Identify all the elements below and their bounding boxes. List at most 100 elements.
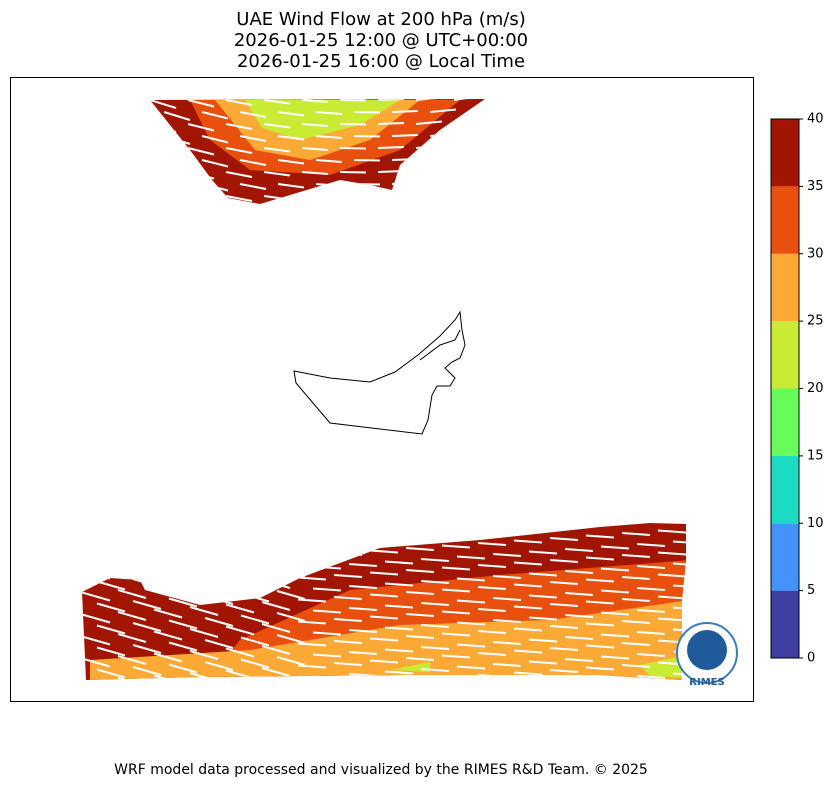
colorbar-tick-label: 30 xyxy=(807,246,824,261)
wind-arrow xyxy=(636,565,666,569)
wind-arrow xyxy=(513,605,543,610)
wind-arrow xyxy=(201,135,229,144)
wind-arrow xyxy=(315,159,343,163)
wind-arrow xyxy=(339,99,367,102)
title-line: 2026-01-25 12:00 @ UTC+00:00 xyxy=(234,30,528,51)
wind-arrow xyxy=(201,111,229,120)
wind-arrow xyxy=(240,658,270,669)
wind-arrow xyxy=(348,585,378,589)
wind-arrow xyxy=(369,637,399,642)
wind-arrow xyxy=(549,647,579,651)
wind-arrow xyxy=(225,195,253,202)
wind-arrow xyxy=(585,578,615,583)
wind-arrow xyxy=(277,183,305,189)
wind-arrow xyxy=(513,627,543,632)
wind-arrow xyxy=(82,657,111,668)
wind-arrow xyxy=(528,550,558,555)
wind-arrow xyxy=(657,551,686,556)
wind-arrow xyxy=(297,576,327,581)
wind-arrow xyxy=(261,645,291,655)
wind-arrow xyxy=(600,589,630,594)
wind-arrow xyxy=(187,123,215,132)
wind-arrow xyxy=(621,554,651,558)
uae-outline xyxy=(293,310,466,435)
wind-arrow xyxy=(163,111,191,121)
wind-arrow xyxy=(263,123,291,129)
wind-arrow xyxy=(585,556,615,561)
wind-arrow xyxy=(657,595,686,600)
wind-arrow xyxy=(276,634,306,644)
wind-arrow xyxy=(263,171,291,177)
wind-arrow xyxy=(492,553,522,557)
wind-arrow xyxy=(277,701,305,709)
wind-arrow xyxy=(621,532,651,536)
wind-arrow xyxy=(564,636,594,640)
wind-arrow xyxy=(585,666,615,671)
wind-arrow xyxy=(405,591,435,595)
wind-arrow xyxy=(168,641,198,652)
wind-arrow xyxy=(276,656,306,666)
wind-arrow xyxy=(153,630,183,641)
wind-arrow xyxy=(657,529,686,534)
wind-arrow xyxy=(301,171,329,175)
colorbar: 0 5 10 15 20 25 30 35 40 xyxy=(770,112,824,666)
wind-arrow xyxy=(348,651,378,655)
wind-arrow xyxy=(263,99,291,105)
colorbar-tick-label: 10 xyxy=(807,516,824,531)
wind-arrow xyxy=(420,580,450,584)
wind-arrow xyxy=(150,99,177,109)
wind-arrow xyxy=(441,632,471,637)
wind-arrow xyxy=(492,663,522,667)
wind-arrow xyxy=(187,147,215,156)
wind-arrow xyxy=(201,159,229,168)
wind-arrow xyxy=(636,587,666,591)
wind-arrow xyxy=(621,620,651,624)
wind-arrow xyxy=(549,559,579,563)
wind-arrow xyxy=(415,120,443,125)
wind-arrow xyxy=(132,644,162,654)
wind-arrow xyxy=(564,548,594,552)
wind-arrow xyxy=(636,675,666,679)
wind-arrow xyxy=(672,540,686,545)
wind-arrow xyxy=(239,111,267,118)
wind-arrow xyxy=(672,628,686,633)
wind-arrow xyxy=(369,571,399,576)
wind-arrow xyxy=(492,575,522,579)
wind-arrow xyxy=(204,661,234,671)
wind-arrow xyxy=(301,123,329,127)
colorbar-segment xyxy=(771,119,799,187)
wind-arrow xyxy=(456,643,486,648)
wind-arrow xyxy=(240,636,270,647)
wind-arrow xyxy=(277,135,305,141)
wind-arrow xyxy=(312,631,342,636)
wind-arrow xyxy=(297,642,327,647)
wind-arrow xyxy=(672,562,686,567)
wind-arrow xyxy=(189,606,219,616)
wind-arrow xyxy=(657,573,686,578)
wind-arrow xyxy=(377,122,405,125)
wind-arrow xyxy=(348,629,378,633)
wind-arrow xyxy=(261,667,291,677)
wind-arrow xyxy=(636,631,666,635)
wind-arrow xyxy=(348,607,378,611)
colorbar-tick-label: 40 xyxy=(807,112,824,127)
wind-arrow xyxy=(513,671,543,676)
wind-arrow xyxy=(456,621,486,626)
wind-arrow xyxy=(549,537,579,541)
wind-arrow xyxy=(189,650,219,660)
colorbar-segment xyxy=(771,321,799,389)
wind-arrow xyxy=(477,652,507,656)
wind-arrow xyxy=(564,570,594,574)
wind-arrow xyxy=(441,654,471,659)
wind-arrow xyxy=(477,608,507,612)
wind-arrow xyxy=(657,617,686,622)
wind-arrow xyxy=(276,612,306,622)
wind-arrow xyxy=(405,613,435,617)
wind-arrow xyxy=(225,147,253,154)
wind-arrow xyxy=(672,672,686,677)
wind-arrow xyxy=(133,711,161,719)
logo: RIMES xyxy=(676,622,738,688)
wind-arrow xyxy=(96,646,126,657)
wind-arrow xyxy=(636,609,666,613)
